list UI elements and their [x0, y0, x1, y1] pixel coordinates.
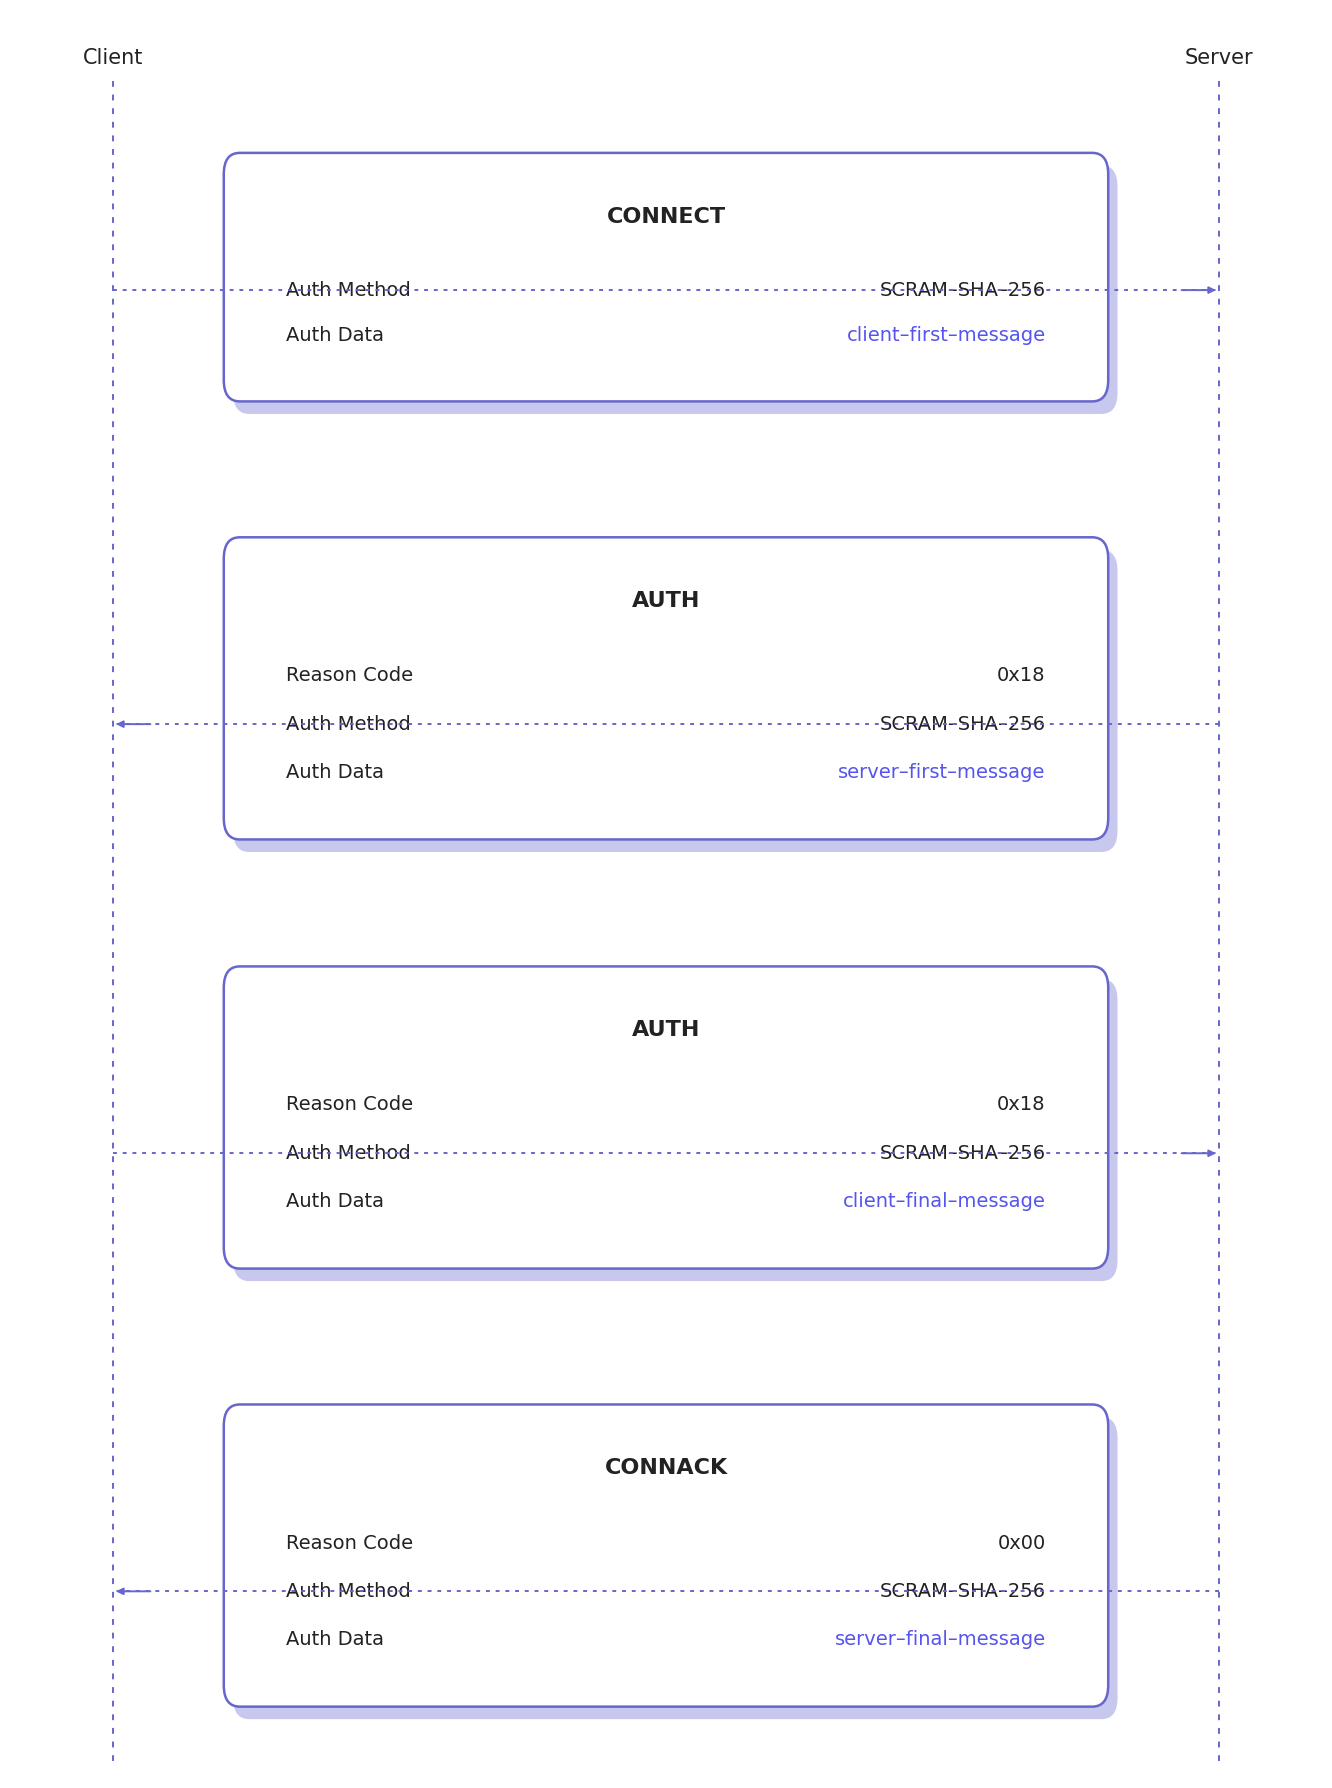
Text: CONNACK: CONNACK	[605, 1459, 727, 1479]
Text: server–first–message: server–first–message	[838, 763, 1046, 781]
Text: AUTH: AUTH	[631, 1019, 701, 1041]
Text: SCRAM–SHA–256: SCRAM–SHA–256	[879, 715, 1046, 733]
FancyBboxPatch shape	[233, 980, 1118, 1280]
FancyBboxPatch shape	[224, 154, 1108, 402]
Text: CONNECT: CONNECT	[606, 207, 726, 227]
Text: client–first–message: client–first–message	[847, 325, 1046, 345]
FancyBboxPatch shape	[233, 1416, 1118, 1720]
Text: Auth Method: Auth Method	[286, 715, 412, 733]
Text: SCRAM–SHA–256: SCRAM–SHA–256	[879, 1144, 1046, 1162]
Text: 0x18: 0x18	[998, 667, 1046, 685]
Text: Auth Data: Auth Data	[286, 325, 385, 345]
Text: Server: Server	[1184, 48, 1253, 68]
FancyBboxPatch shape	[233, 551, 1118, 853]
Text: server–final–message: server–final–message	[834, 1631, 1046, 1649]
Text: SCRAM–SHA–256: SCRAM–SHA–256	[879, 1582, 1046, 1600]
Text: Client: Client	[83, 48, 144, 68]
FancyBboxPatch shape	[224, 1405, 1108, 1706]
Text: 0x00: 0x00	[998, 1534, 1046, 1552]
Text: Auth Data: Auth Data	[286, 1631, 385, 1649]
Text: Auth Method: Auth Method	[286, 1144, 412, 1162]
Text: Reason Code: Reason Code	[286, 1534, 413, 1552]
Text: Reason Code: Reason Code	[286, 1096, 413, 1114]
Text: SCRAM–SHA–256: SCRAM–SHA–256	[879, 281, 1046, 300]
FancyBboxPatch shape	[224, 536, 1108, 840]
Text: client–final–message: client–final–message	[843, 1193, 1046, 1210]
Text: Auth Method: Auth Method	[286, 281, 412, 300]
Text: 0x18: 0x18	[998, 1096, 1046, 1114]
Text: Reason Code: Reason Code	[286, 667, 413, 685]
FancyBboxPatch shape	[233, 166, 1118, 415]
Text: AUTH: AUTH	[631, 590, 701, 611]
FancyBboxPatch shape	[224, 967, 1108, 1269]
Text: Auth Data: Auth Data	[286, 763, 385, 781]
Text: Auth Data: Auth Data	[286, 1193, 385, 1210]
Text: Auth Method: Auth Method	[286, 1582, 412, 1600]
